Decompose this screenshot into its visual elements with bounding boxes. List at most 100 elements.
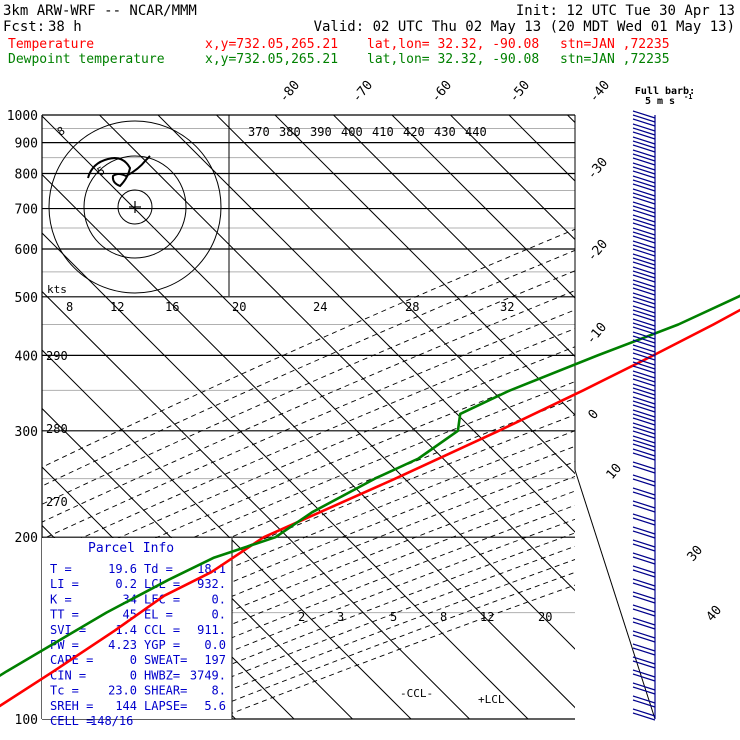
wind-barb (632, 305, 656, 322)
parcel-row-value: 148/16 (90, 714, 133, 728)
parcel-row-label: CIN = (50, 668, 86, 682)
wind-barb (632, 539, 656, 552)
parcel-row-label2: LFC = (144, 592, 180, 606)
latlon-readout-temp: lat,lon= 32.32, -90.08 (367, 37, 539, 52)
isotherm (333, 115, 575, 358)
wind-barb (632, 448, 656, 461)
isotherm (99, 115, 575, 592)
hodo-ring (83, 155, 187, 259)
parcel-row-value2: 0. (212, 608, 226, 622)
wind-barb (632, 266, 656, 283)
hodo-speed-label: 16 (165, 300, 179, 314)
parcel-row-value: 144 (115, 699, 137, 713)
mixing-ratio-label: 20 (538, 610, 552, 624)
parcel-row-label2: SWEAT= (144, 653, 187, 667)
parcel-row-label: LI = (50, 577, 79, 591)
wind-barb (632, 500, 656, 513)
wind-barb (632, 123, 656, 140)
hodo-ring-outer (48, 120, 222, 294)
pressure-tick-label: 400 (15, 349, 38, 364)
hodo-ring-label-5: 5 (95, 164, 107, 179)
wind-barb (632, 708, 656, 721)
hodo-speed-label: 20 (232, 300, 246, 314)
forecast-hours: 38 h (48, 19, 82, 35)
wind-barb (632, 396, 656, 413)
mixing-ratio-label: 2 (298, 610, 305, 624)
dry-adiabat (42, 228, 575, 468)
parcel-row-value: 23.0 (108, 684, 137, 698)
wind-barb (632, 149, 656, 166)
mixing-ratio-label: 3 (337, 610, 344, 624)
parcel-row-label: SREH = (50, 699, 93, 713)
hodograph: 5 8 kts (47, 120, 222, 296)
parcel-row-label: SVI = (50, 623, 86, 637)
wind-barb (632, 240, 656, 257)
valid-time: Valid: 02 UTC Thu 02 May 13 (20 MDT Wed … (314, 19, 735, 35)
parcel-row-value: 0 (130, 653, 137, 667)
wind-barb (632, 604, 656, 617)
parcel-row-label: K = (50, 592, 72, 606)
isotherm (42, 173, 575, 709)
hodo-ring (117, 189, 153, 225)
ccl-label: -CCL- (400, 687, 433, 700)
hodo-speed-label: 8 (66, 300, 73, 314)
parcel-row-label2: EL = (144, 608, 173, 622)
wind-barb (632, 344, 656, 361)
pressure-tick-label: 1000 (7, 109, 38, 124)
hodo-kts-label: kts (47, 283, 67, 296)
xy-readout-temp: x,y=732.05,265.21 (205, 37, 338, 52)
dewpoint-line (0, 294, 740, 678)
hodo-speed-label: 28 (405, 300, 419, 314)
isotherm-label: -60 (429, 78, 456, 106)
wind-barb (632, 474, 656, 487)
wind-barb (632, 552, 656, 565)
hodo-speed-label: 12 (110, 300, 124, 314)
wind-barb (632, 422, 656, 439)
wind-barb (632, 617, 656, 630)
wind-barb (632, 578, 656, 591)
station-readout-temp: stn=JAN ,72235 (560, 37, 670, 52)
isotherm-label: -80 (277, 78, 304, 106)
wind-barb (632, 526, 656, 539)
wind-barb (632, 630, 656, 643)
isotherm (42, 232, 529, 719)
dry-adiabat (186, 571, 575, 719)
wind-barb (632, 435, 656, 452)
parcel-row-label2: CCL = (144, 623, 180, 637)
parcel-row-label2: SHEAR= (144, 684, 187, 698)
parcel-row-label: CELL = (50, 714, 93, 728)
parcel-row-label: TT = (50, 608, 79, 622)
isotherm-label: 40 (704, 603, 726, 625)
barb-value-label: 5 m s (645, 96, 675, 107)
theta-label: 370 (248, 125, 270, 139)
wind-barb (632, 188, 656, 205)
pressure-tick-label: 300 (15, 425, 38, 440)
isotherm-label: 0 (586, 407, 603, 423)
wind-barb (632, 643, 656, 656)
theta-left-label: 280 (46, 422, 68, 436)
wind-barb (632, 513, 656, 526)
wind-barb (632, 656, 656, 669)
wind-barb (632, 253, 656, 270)
isotherm (42, 349, 412, 719)
parcel-row-label2: YGP = (144, 638, 180, 652)
isotherm (216, 115, 575, 475)
hodo-speed-label: 24 (313, 300, 327, 314)
sounding-series (0, 294, 740, 708)
parcel-row-value2: 3749. (190, 668, 226, 682)
wind-barb (632, 682, 656, 695)
full-barb-label: Full barb: (635, 86, 695, 97)
temperature-legend: Temperature (8, 37, 94, 52)
forecast-label: Fcst: (3, 19, 45, 35)
model-title: 3km ARW-WRF -- NCAR/MMM (3, 3, 197, 19)
parcel-row-value2: 5.6 (204, 699, 226, 713)
barb-unit-superscript: -1 (684, 93, 692, 101)
isotherm-label: 10 (604, 461, 626, 483)
theta-label: 440 (465, 125, 487, 139)
parcel-row-label: T = (50, 562, 72, 576)
isotherm-label: -10 (584, 320, 611, 348)
temperature-line (0, 308, 740, 708)
hodo-speed-label: 32 (500, 300, 514, 314)
